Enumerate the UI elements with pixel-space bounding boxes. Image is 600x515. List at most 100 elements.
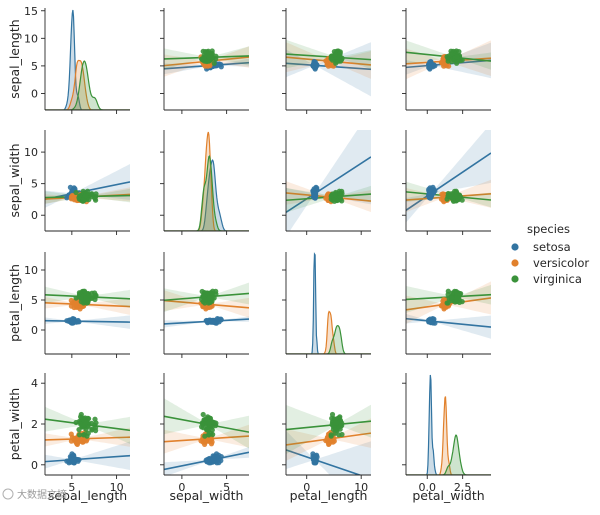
kde-virginica (286, 324, 371, 354)
point-virginica (328, 432, 334, 438)
x-tick-label: 10 (354, 481, 368, 494)
panel-petal_length-vs-petal_width (406, 281, 491, 339)
point-virginica (200, 411, 206, 418)
point-virginica (454, 54, 460, 60)
point-setosa (64, 195, 70, 201)
point-setosa (312, 195, 318, 201)
x-tick-label: 5 (68, 481, 75, 494)
point-virginica (449, 290, 455, 296)
point-virginica (76, 432, 83, 438)
kde-virginica (164, 155, 249, 231)
panel-sepal_length-vs-sepal_length (45, 9, 130, 110)
point-setosa (70, 457, 76, 463)
point-virginica (448, 191, 454, 197)
point-setosa (204, 317, 210, 324)
point-virginica (85, 430, 91, 436)
ci-band-versicolor (45, 297, 130, 315)
ci-band-setosa (286, 430, 371, 475)
y-tick-label: 0 (31, 459, 38, 472)
x-tick-label: 0 (303, 481, 310, 494)
point-virginica (332, 191, 338, 197)
point-virginica (76, 195, 82, 201)
reg-line-setosa (286, 449, 363, 475)
y-tick-label: 10 (24, 264, 38, 277)
x-axis-label-petal_length: petal_length (290, 488, 368, 503)
reg-line-setosa (45, 454, 130, 463)
y-tick-label: 2 (31, 418, 38, 431)
y-tick-label: 0 (31, 324, 38, 337)
point-virginica (209, 427, 215, 433)
panel-petal_length-vs-sepal_width (164, 282, 249, 328)
x-axis-label-sepal_width: sepal_width (170, 488, 244, 503)
point-virginica (451, 198, 457, 204)
axes: 051015sepal_length0510sepal_width0510pet… (7, 5, 491, 503)
point-setosa (70, 318, 76, 324)
panel-petal_width-vs-petal_length (286, 404, 371, 475)
point-virginica (337, 426, 343, 432)
point-versicolor (68, 431, 74, 437)
reg-line-setosa (406, 317, 491, 328)
kde-setosa (164, 159, 249, 231)
point-virginica (202, 416, 209, 422)
legend-marker-versicolor (511, 259, 519, 267)
panel-sepal_width-vs-petal_width (406, 130, 491, 223)
point-virginica (445, 300, 451, 306)
point-virginica (73, 419, 79, 426)
point-virginica (89, 427, 95, 433)
point-virginica (76, 427, 82, 433)
point-virginica (445, 56, 451, 62)
ci-band-setosa (286, 130, 371, 231)
point-setosa (312, 59, 318, 65)
panel-sepal_width-vs-sepal_length (45, 164, 130, 208)
point-virginica (454, 60, 460, 66)
reg-line-setosa (406, 152, 491, 211)
legend: species setosa versicolor virginica (511, 222, 589, 286)
point-setosa (427, 317, 433, 324)
kde-virginica (45, 60, 130, 110)
point-virginica (209, 291, 215, 297)
legend-label-setosa: setosa (533, 240, 571, 254)
point-versicolor (202, 63, 208, 69)
y-tick-label: 15 (24, 5, 38, 18)
point-versicolor (439, 191, 445, 197)
x-tick-label: 0.0 (419, 481, 437, 494)
point-virginica (332, 427, 338, 433)
point-versicolor (439, 60, 445, 66)
point-virginica (202, 296, 209, 303)
kde-versicolor (286, 310, 371, 354)
point-virginica (452, 299, 458, 305)
point-virginica (89, 191, 95, 197)
ci-band-virginica (286, 404, 371, 455)
y-axis-label-sepal_width: sepal_width (7, 144, 22, 218)
reg-line-setosa (286, 156, 371, 213)
ci-band-setosa (286, 42, 371, 97)
y-tick-label: 5 (31, 60, 38, 73)
point-setosa (64, 458, 70, 464)
y-tick-label: 4 (31, 377, 38, 390)
point-setosa (218, 317, 224, 323)
panel-petal_width-vs-petal_width (406, 374, 491, 475)
point-versicolor (326, 441, 332, 447)
point-setosa (427, 195, 433, 201)
reg-line-setosa (45, 319, 130, 323)
point-virginica (81, 432, 87, 438)
point-setosa (427, 59, 433, 65)
point-virginica (454, 291, 460, 297)
panel-petal_width-vs-sepal_width (164, 398, 249, 475)
point-virginica (89, 295, 95, 301)
point-versicolor (203, 438, 209, 444)
point-virginica (211, 60, 217, 66)
panel-sepal_length-vs-petal_width (406, 40, 491, 80)
point-virginica (448, 295, 454, 301)
point-virginica (82, 299, 88, 305)
point-versicolor (439, 302, 445, 308)
point-versicolor (208, 441, 215, 447)
y-tick-label: 5 (31, 178, 38, 191)
panel-petal_length-vs-petal_length (286, 252, 371, 354)
y-axis-label-petal_width: petal_width (7, 388, 22, 460)
panel-sepal_length-vs-petal_length (286, 39, 371, 97)
panels (45, 9, 491, 475)
kde-versicolor (406, 396, 491, 475)
point-versicolor (443, 304, 449, 310)
